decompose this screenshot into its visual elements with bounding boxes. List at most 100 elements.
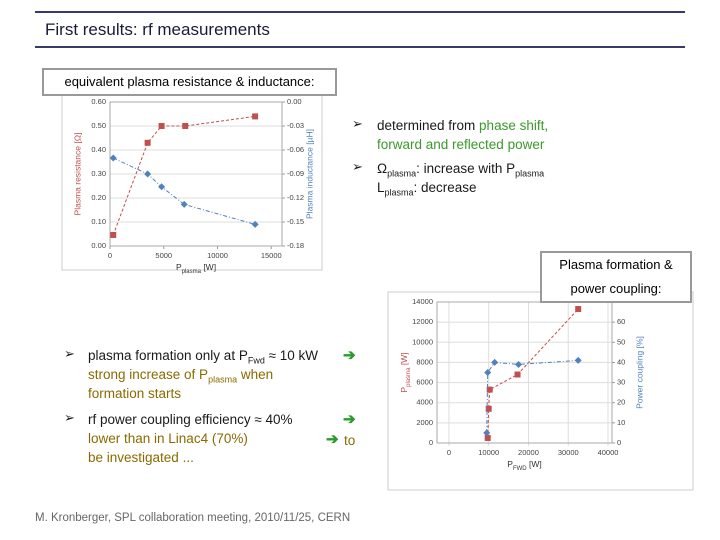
text: be investigated ... [88,450,194,465]
marker [491,358,499,366]
x-tick-label: 0 [447,448,451,457]
title: First results: rf measurements [45,20,270,39]
y-tick-label: 0.60 [91,97,106,106]
marker [109,154,117,162]
bullet-line: determined from phase shift, [377,116,548,135]
x-tick-label: 40000 [598,448,619,457]
bullet-line: Ωplasma: increase with Pplasma [377,159,544,184]
axis-label: Plasma resistance [Ω] [72,133,82,216]
y2-tick-label: -0.06 [287,145,304,154]
marker [575,306,582,313]
y-tick-label: 12000 [412,317,433,326]
y2-tick-label: -0.18 [287,241,304,250]
text: strong increase of P [88,367,209,382]
marker [574,356,582,364]
text: Ω [377,161,388,176]
text: forward and reflected power [377,137,545,152]
x-tick-label: 10000 [478,448,499,457]
text: P [399,387,409,393]
y-tick-label: 14000 [412,297,433,306]
series-line [112,115,256,236]
y-tick-label: 8000 [416,357,433,366]
axis-label: Pplasma [W] [176,262,216,274]
marker [110,231,117,238]
text: P [507,459,513,469]
marker [484,369,492,376]
y2-tick-label: -0.15 [287,217,304,226]
marker [144,139,151,146]
y2-tick-label: -0.12 [287,193,304,202]
bullet-line: forward and reflected power [377,135,544,154]
text: plasma [406,367,412,387]
text: plasma [182,269,202,275]
marker [158,123,165,129]
footer: M. Kronberger, SPL collaboration meeting… [35,512,351,524]
text: plasma [384,187,414,198]
bullet-glyph: ➢ [352,159,363,174]
text: P [176,262,182,272]
marker [180,200,188,208]
text: plasma [208,374,238,385]
series-line [487,308,579,438]
y-tick-label: 0.30 [91,169,106,178]
x-tick-label: 15000 [261,251,282,260]
marker [484,434,491,441]
y-tick-label: 6000 [416,378,433,387]
text: L [377,180,385,195]
y2-tick-label: 60 [617,317,625,326]
y2-tick-label: 40 [617,357,625,366]
marker [158,183,166,191]
axis-label: Pplasma [W] [399,352,411,392]
text: [W] [527,459,542,469]
x-tick-label: 20000 [518,448,539,457]
bullet-glyph: ➢ [64,346,75,361]
series-line [486,359,579,433]
text: plasma formation only at P [88,348,248,363]
marker [486,386,493,393]
bullet-line: lower than in Linac4 (70%) [88,429,248,448]
text: [W] [201,262,216,272]
y-tick-label: 4000 [416,398,433,407]
text: determined from [377,118,480,133]
bullet-line: rf power coupling efficiency ≈ 40% [88,410,293,429]
text: when [237,367,274,382]
text: phase shift, [479,118,549,133]
text: plasma [515,168,545,179]
x-tick-label: 30000 [558,448,579,457]
text: : increase with P [416,161,516,176]
y-tick-label: 0 [429,438,433,447]
y2-tick-label: 20 [617,398,625,407]
y-tick-label: 0.40 [91,145,106,154]
marker [514,371,521,378]
x-tick-label: 10000 [207,251,228,260]
y2-tick-label: 0.00 [287,97,302,106]
text: formation starts [88,386,182,401]
bullet-line: Lplasma: decrease [377,178,477,203]
plot-area [109,101,283,247]
y2-tick-label: 30 [617,378,625,387]
y2-tick-label: 10 [617,418,625,427]
arrow: ➔ [326,431,339,448]
marker [144,170,152,178]
text: to [344,433,356,448]
axis-label: Plasma inductance [µH] [304,129,314,219]
x-tick-label: 0 [108,251,112,260]
x-tick-label: 5000 [155,251,172,260]
y2-tick-label: 50 [617,337,625,346]
marker [252,113,259,120]
box-label: Plasma formation & power coupling: [540,251,692,303]
arrow: ➔ [343,411,356,428]
text: lower than in Linac4 (70%) [88,431,248,446]
text: FWD [513,466,527,472]
y-tick-label: 2000 [416,418,433,427]
text: plasma [387,168,417,179]
y-tick-label: 0.10 [91,217,106,226]
box-label: equivalent plasma resistance & inductanc… [42,68,337,96]
text: Fwd [247,355,265,366]
marker [483,429,491,437]
bullet-line: formation starts [88,384,181,403]
axis-label: PFWD [W] [507,459,541,471]
bullet-line: strong increase of Pplasma when [88,365,273,390]
